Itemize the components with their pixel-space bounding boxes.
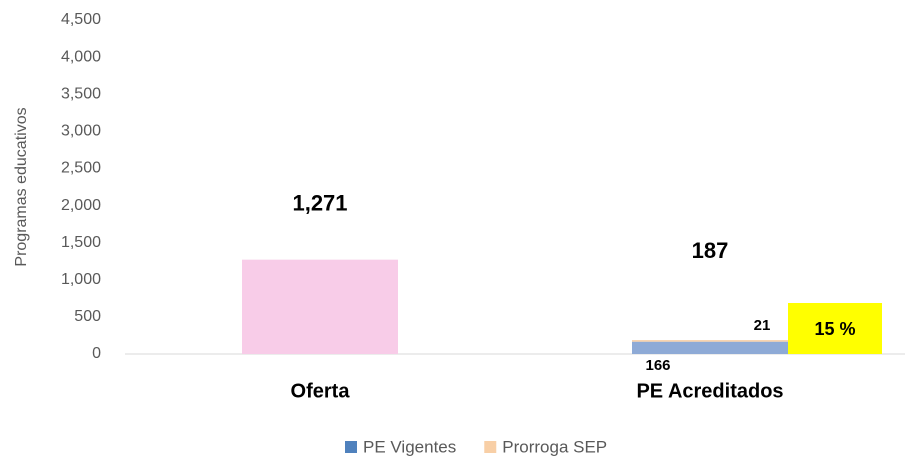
y-axis-title: Programas educativos bbox=[13, 107, 30, 266]
y-tick-label: 4,500 bbox=[61, 11, 101, 28]
y-tick-label: 1,000 bbox=[61, 271, 101, 288]
legend-swatch bbox=[345, 441, 357, 453]
bar-segment bbox=[242, 259, 398, 354]
legend-label: PE Vigentes bbox=[363, 437, 456, 456]
x-tick-label: PE Acreditados bbox=[636, 380, 783, 402]
y-tick-label: 3,000 bbox=[61, 123, 101, 140]
y-tick-label: 2,500 bbox=[61, 160, 101, 177]
total-label: 187 bbox=[692, 238, 729, 263]
annotation: 15 % bbox=[814, 319, 855, 339]
y-tick-label: 2,000 bbox=[61, 197, 101, 214]
data-label: 166 bbox=[645, 357, 670, 374]
x-tick-label: Oferta bbox=[291, 380, 351, 402]
annotation-box bbox=[788, 303, 882, 354]
bar-segment bbox=[632, 341, 788, 354]
y-tick-label: 0 bbox=[92, 345, 101, 362]
legend-swatch bbox=[484, 441, 497, 453]
y-tick-label: 500 bbox=[74, 308, 101, 325]
legend-label: Prorroga SEP bbox=[502, 437, 607, 456]
y-tick-label: 4,000 bbox=[61, 48, 101, 65]
bar-segment bbox=[632, 340, 788, 342]
total-label: 1,271 bbox=[292, 190, 347, 215]
y-tick-label: 3,500 bbox=[61, 85, 101, 102]
y-tick-label: 1,500 bbox=[61, 234, 101, 251]
data-label: 21 bbox=[754, 317, 771, 334]
